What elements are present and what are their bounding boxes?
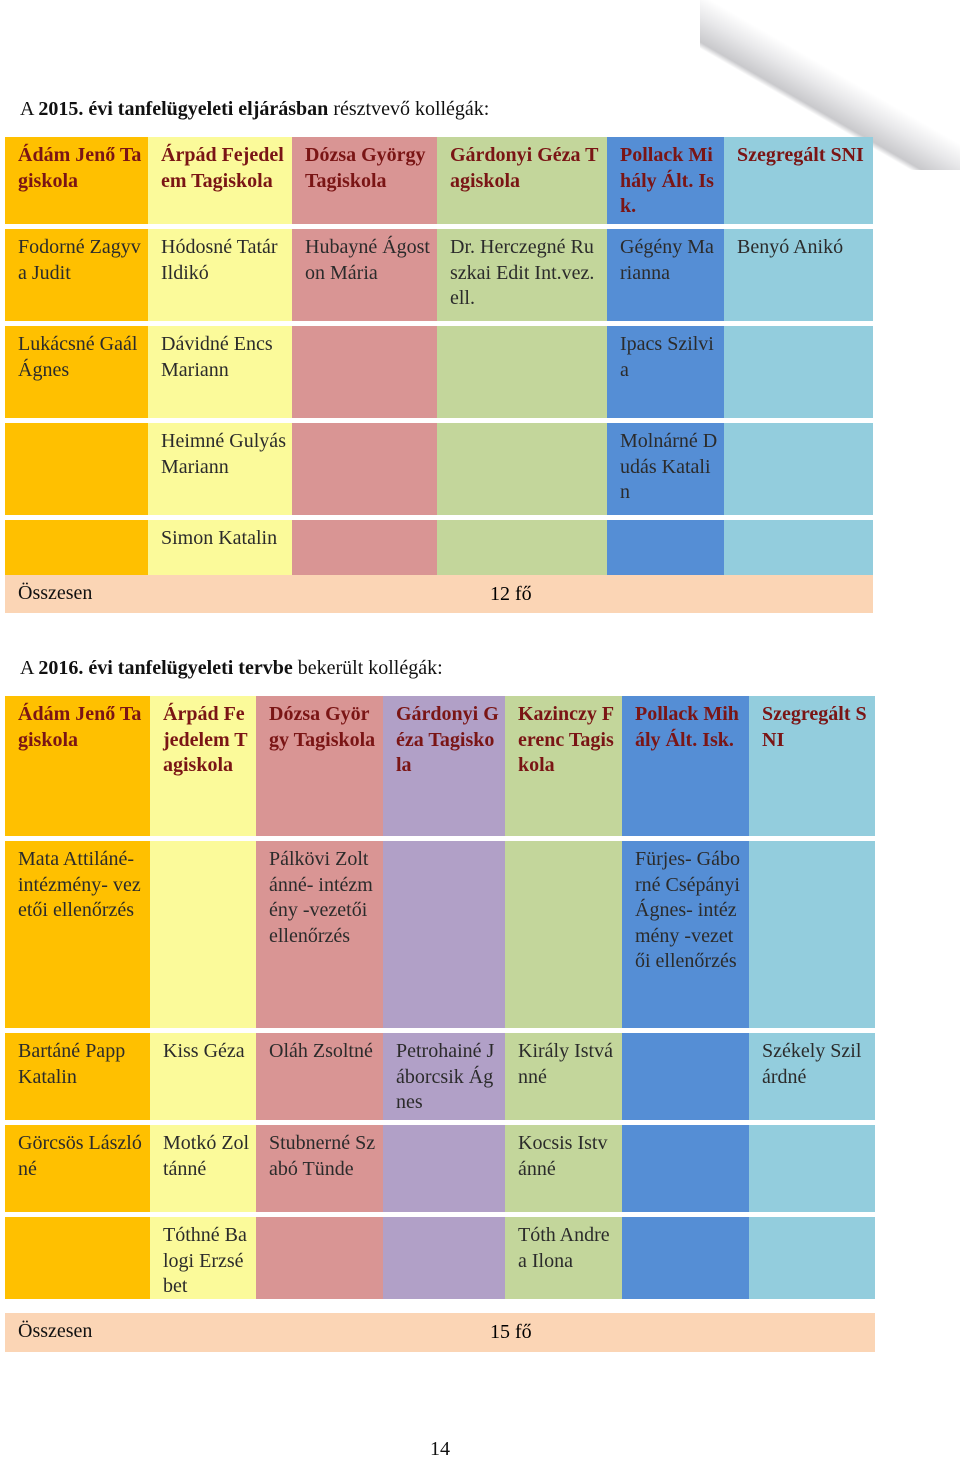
table-cell: Petrohainé Jáborcsik Ágnes (383, 1033, 505, 1120)
table-cell: Király Istvánné (505, 1033, 622, 1120)
header-cell-arpad: Árpád Fejedelem Tagiskola (148, 137, 292, 224)
table-cell (437, 326, 607, 418)
table-cell (383, 841, 505, 1028)
table-cell (622, 1033, 749, 1120)
page-number: 14 (430, 1438, 450, 1460)
table-cell: Molnárné Dudás Katalin (607, 423, 724, 515)
header-cell-sni: Szegregált SNI (749, 696, 875, 836)
table-cell (150, 841, 256, 1028)
table-cell: Görcsös Lászlóné (5, 1125, 150, 1212)
table-cell (749, 1217, 875, 1299)
total-row-2016: Összesen (5, 1313, 875, 1352)
table-2015: Ádám Jenő Tagiskola Árpád Fejedelem Tagi… (5, 137, 873, 588)
total-label: Összesen (18, 582, 93, 604)
table-cell: Fürjes- Gáborné Csépányi Ágnes- intézmén… (622, 841, 749, 1028)
table-cell (724, 326, 873, 418)
table-cell (5, 1217, 150, 1299)
table-cell (256, 1217, 383, 1299)
table-cell: Dávidné Encs Mariann (148, 326, 292, 418)
table-cell: Bartáné Papp Katalin (5, 1033, 150, 1120)
table-cell: Gégény Marianna (607, 229, 724, 321)
table-cell (437, 423, 607, 515)
table-cell: Stubnerné Szabó Tünde (256, 1125, 383, 1212)
table-cell: Ipacs Szilvia (607, 326, 724, 418)
table-cell: Tóth Andrea Ilona (505, 1217, 622, 1299)
header-cell-sni: Szegregált SNI (724, 137, 873, 224)
header-cell-kazinczy: Kazinczy Ferenc Tagiskola (505, 696, 622, 836)
header-cell-arpad: Árpád Fejedelem Tagiskola (150, 696, 256, 836)
table-cell: Hódosné Tatár Ildikó (148, 229, 292, 321)
header-cell-dozsa: Dózsa György Tagiskola (256, 696, 383, 836)
table-cell: Heimné Gulyás Mariann (148, 423, 292, 515)
header-cell-gardonyi: Gárdonyi Géza Tagiskola (437, 137, 607, 224)
total-row-2015: Összesen (5, 575, 873, 613)
table-cell: Hubayné Ágoston Mária (292, 229, 437, 321)
section1-heading: A 2015. évi tanfelügyeleti eljárásban ré… (20, 98, 490, 120)
table-cell (383, 1217, 505, 1299)
header-cell-pollack: Pollack Mihály Ált. Isk. (607, 137, 724, 224)
header-cell-dozsa: Dózsa György Tagiskola (292, 137, 437, 224)
table-cell (383, 1125, 505, 1212)
table-cell (505, 841, 622, 1028)
table-cell (749, 1125, 875, 1212)
table-cell: Kocsis Istvánné (505, 1125, 622, 1212)
table-cell: Dr. Herczegné Ruszkai Edit Int.vez.ell. (437, 229, 607, 321)
table-cell (622, 1217, 749, 1299)
table-cell: Lukácsné Gaál Ágnes (5, 326, 148, 418)
table-cell: Székely Szilárdné (749, 1033, 875, 1120)
table-cell: Tóthné Balogi Erzsébet (150, 1217, 256, 1299)
table-cell (292, 423, 437, 515)
total-label: Összesen (18, 1320, 93, 1342)
table-cell (749, 841, 875, 1028)
table-2016: Ádám Jenő Tagiskola Árpád Fejedelem Tagi… (5, 696, 875, 1299)
table-cell: Benyó Anikó (724, 229, 873, 321)
header-cell-pollack: Pollack Mihály Ált. Isk. (622, 696, 749, 836)
table-cell: Motkó Zoltánné (150, 1125, 256, 1212)
table-cell: Mata Attiláné- intézmény- vezetői ellenő… (5, 841, 150, 1028)
section2-heading: A 2016. évi tanfelügyeleti tervbe bekerü… (20, 657, 443, 679)
table-cell: Oláh Zsoltné (256, 1033, 383, 1120)
table-cell (724, 423, 873, 515)
header-cell-adam: Ádám Jenő Tagiskola (5, 137, 148, 224)
header-cell-gardonyi: Gárdonyi Géza Tagiskola (383, 696, 505, 836)
table-cell (5, 423, 148, 515)
table-cell (622, 1125, 749, 1212)
total-value-2016: 15 fő (490, 1321, 532, 1343)
table-cell: Pálkövi Zoltánné- intézmény -vezetői ell… (256, 841, 383, 1028)
table-cell: Kiss Géza (150, 1033, 256, 1120)
table-cell (292, 326, 437, 418)
table-cell: Fodorné Zagyva Judit (5, 229, 148, 321)
total-value-2015: 12 fő (490, 583, 532, 605)
header-cell-adam: Ádám Jenő Tagiskola (5, 696, 150, 836)
